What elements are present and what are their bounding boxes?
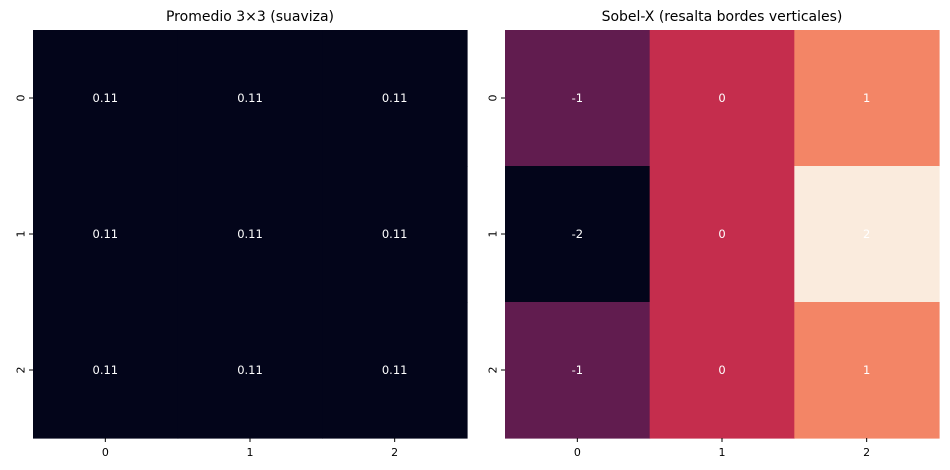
cell-value-label: 2 — [863, 227, 870, 241]
cell-value-label: -1 — [572, 91, 583, 105]
chart-title-average: Promedio 3×3 (suaviza) — [166, 9, 334, 25]
y-axis-average: 0 1 2 — [15, 95, 33, 374]
cell-value-label: 0 — [718, 363, 725, 377]
cell-value-label: 0.11 — [237, 91, 263, 105]
x-tick-label: 2 — [391, 446, 398, 459]
cell-value-label: 0.11 — [382, 363, 408, 377]
cell-value-label: 0 — [718, 91, 725, 105]
heatmap-cell — [177, 302, 323, 439]
cell-value-label: 0.11 — [93, 91, 119, 105]
heatmap-cell — [649, 302, 795, 439]
y-tick-label: 1 — [487, 231, 500, 238]
heatmap-cell — [505, 166, 651, 303]
heatmap-cell — [322, 166, 468, 303]
heatmap-cell — [649, 166, 795, 303]
heatmap-cell — [33, 30, 179, 167]
heatmap-cell — [794, 302, 940, 439]
cell-value-label: 1 — [863, 363, 870, 377]
cell-value-label: 0.11 — [382, 227, 408, 241]
cell-value-label: -2 — [572, 227, 583, 241]
x-axis-sobel-x: 0 1 2 — [574, 438, 870, 459]
heatmap-cell — [794, 166, 940, 303]
cell-value-label: 0 — [718, 227, 725, 241]
heatmap-cell — [33, 166, 179, 303]
x-tick-label: 0 — [574, 446, 581, 459]
heatmap-cell — [322, 302, 468, 439]
cell-value-label: -1 — [572, 363, 583, 377]
cell-value-label: 0.11 — [382, 91, 408, 105]
y-tick-label: 1 — [15, 231, 28, 238]
chart-title-sobel-x: Sobel-X (resalta bordes verticales) — [602, 9, 843, 25]
x-tick-label: 1 — [719, 446, 726, 459]
y-tick-label: 2 — [15, 367, 28, 374]
y-tick-label: 0 — [15, 95, 28, 102]
heatmap-cell — [177, 30, 323, 167]
heatmap-cell — [505, 302, 651, 439]
y-tick-label: 0 — [487, 95, 500, 102]
cell-value-label: 0.11 — [237, 363, 263, 377]
heatmap-cell — [33, 302, 179, 439]
cell-value-label: 0.11 — [237, 227, 263, 241]
heatmap-cell — [177, 166, 323, 303]
heatmap-cell — [794, 30, 940, 167]
y-axis-sobel-x: 0 1 2 — [487, 95, 505, 374]
heatmap-average: Promedio 3×3 (suaviza) 0.11 0.11 0.110.11 0… — [15, 9, 468, 459]
cell-value-label: 0.11 — [93, 227, 119, 241]
heatmap-sobel-x: Sobel-X (resalta bordes verticales) -1 0 1… — [487, 9, 940, 459]
y-tick-label: 2 — [487, 367, 500, 374]
x-tick-label: 1 — [247, 446, 254, 459]
x-tick-label: 2 — [863, 446, 870, 459]
cell-value-label: 1 — [863, 91, 870, 105]
heatmap-cell — [649, 30, 795, 167]
heatmap-cell — [505, 30, 651, 167]
heatmap-cell — [322, 30, 468, 167]
cell-value-label: 0.11 — [93, 363, 119, 377]
x-axis-average: 0 1 2 — [102, 438, 398, 459]
heatmap-cells-sobel-x: -1 0 1 -2 0 2 -1 0 1 — [505, 30, 940, 439]
x-tick-label: 0 — [102, 446, 109, 459]
heatmap-cells-average: 0.11 0.11 0.11 0.11 0.11 0.11 0.11 0.11 0.11 — [33, 30, 468, 439]
